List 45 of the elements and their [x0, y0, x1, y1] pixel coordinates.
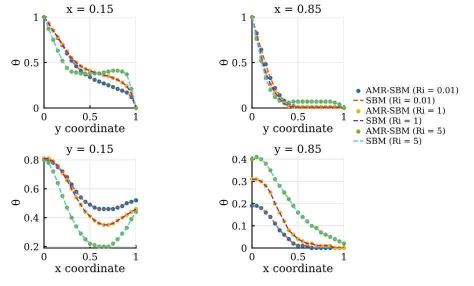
- x-tick-label: 1: [342, 113, 346, 120]
- x-axis-title: y coordinate: [262, 124, 333, 135]
- chart-title: y = 0.15: [66, 144, 113, 156]
- legend-label: AMR-SBM (Ri = 1): [366, 107, 445, 115]
- y-tick-label: 0.2: [232, 200, 246, 208]
- y-tick-label: 0.1: [232, 222, 246, 230]
- y-tick-label: 0.8: [24, 156, 38, 164]
- y-tick-label: 0.6: [24, 185, 39, 193]
- x-axis-title: x coordinate: [55, 264, 125, 272]
- x-axis-title: y coordinate: [54, 124, 125, 135]
- x-tick-label: 1: [134, 113, 138, 120]
- x-axis-title: x coordinate: [263, 264, 333, 272]
- x-tick-label: 0.5: [82, 253, 97, 260]
- legend-label: AMR-SBM (Ri = 0.01): [366, 86, 458, 94]
- y-axis-title: θ: [11, 60, 20, 66]
- y-tick-label: 1: [34, 13, 38, 21]
- legend-label: SBM (Ri = 0.01): [366, 96, 434, 105]
- x-tick-label: 1: [342, 253, 346, 260]
- x-tick-label: 0: [42, 113, 46, 120]
- y-tick-label: 0.4: [232, 156, 247, 164]
- chart-title: x = 0.15: [66, 4, 113, 13]
- x-tick-label: 0.5: [290, 253, 305, 260]
- y-tick-label: 0.4: [24, 214, 39, 222]
- y-axis-title: θ: [219, 200, 228, 206]
- x-tick-label: 0: [250, 253, 254, 260]
- legend-label: AMR-SBM (Ri = 5): [366, 127, 445, 136]
- y-tick-label: 0.5: [232, 58, 246, 66]
- x-tick-label: 0.5: [290, 113, 305, 120]
- y-tick-label: 0.3: [232, 178, 246, 186]
- chart-title: x = 0.85: [274, 4, 321, 13]
- y-axis-title: θ: [11, 200, 20, 206]
- y-tick-label: 0.2: [24, 243, 38, 250]
- legend-label: SBM (Ri = 5): [366, 138, 422, 146]
- y-tick-label: 1: [242, 13, 246, 21]
- x-tick-label: 0: [250, 113, 254, 120]
- chart-title: y = 0.85: [274, 144, 321, 156]
- x-tick-label: 1: [134, 253, 138, 260]
- y-tick-label: 0: [242, 104, 246, 112]
- y-tick-label: 0.5: [24, 58, 38, 66]
- x-tick-label: 0.5: [82, 113, 97, 120]
- y-axis-title: θ: [219, 60, 228, 66]
- y-tick-label: 0: [242, 244, 246, 252]
- legend-label: SBM (Ri = 1): [366, 117, 422, 125]
- x-tick-label: 0: [42, 253, 46, 260]
- y-tick-label: 0: [34, 104, 38, 112]
